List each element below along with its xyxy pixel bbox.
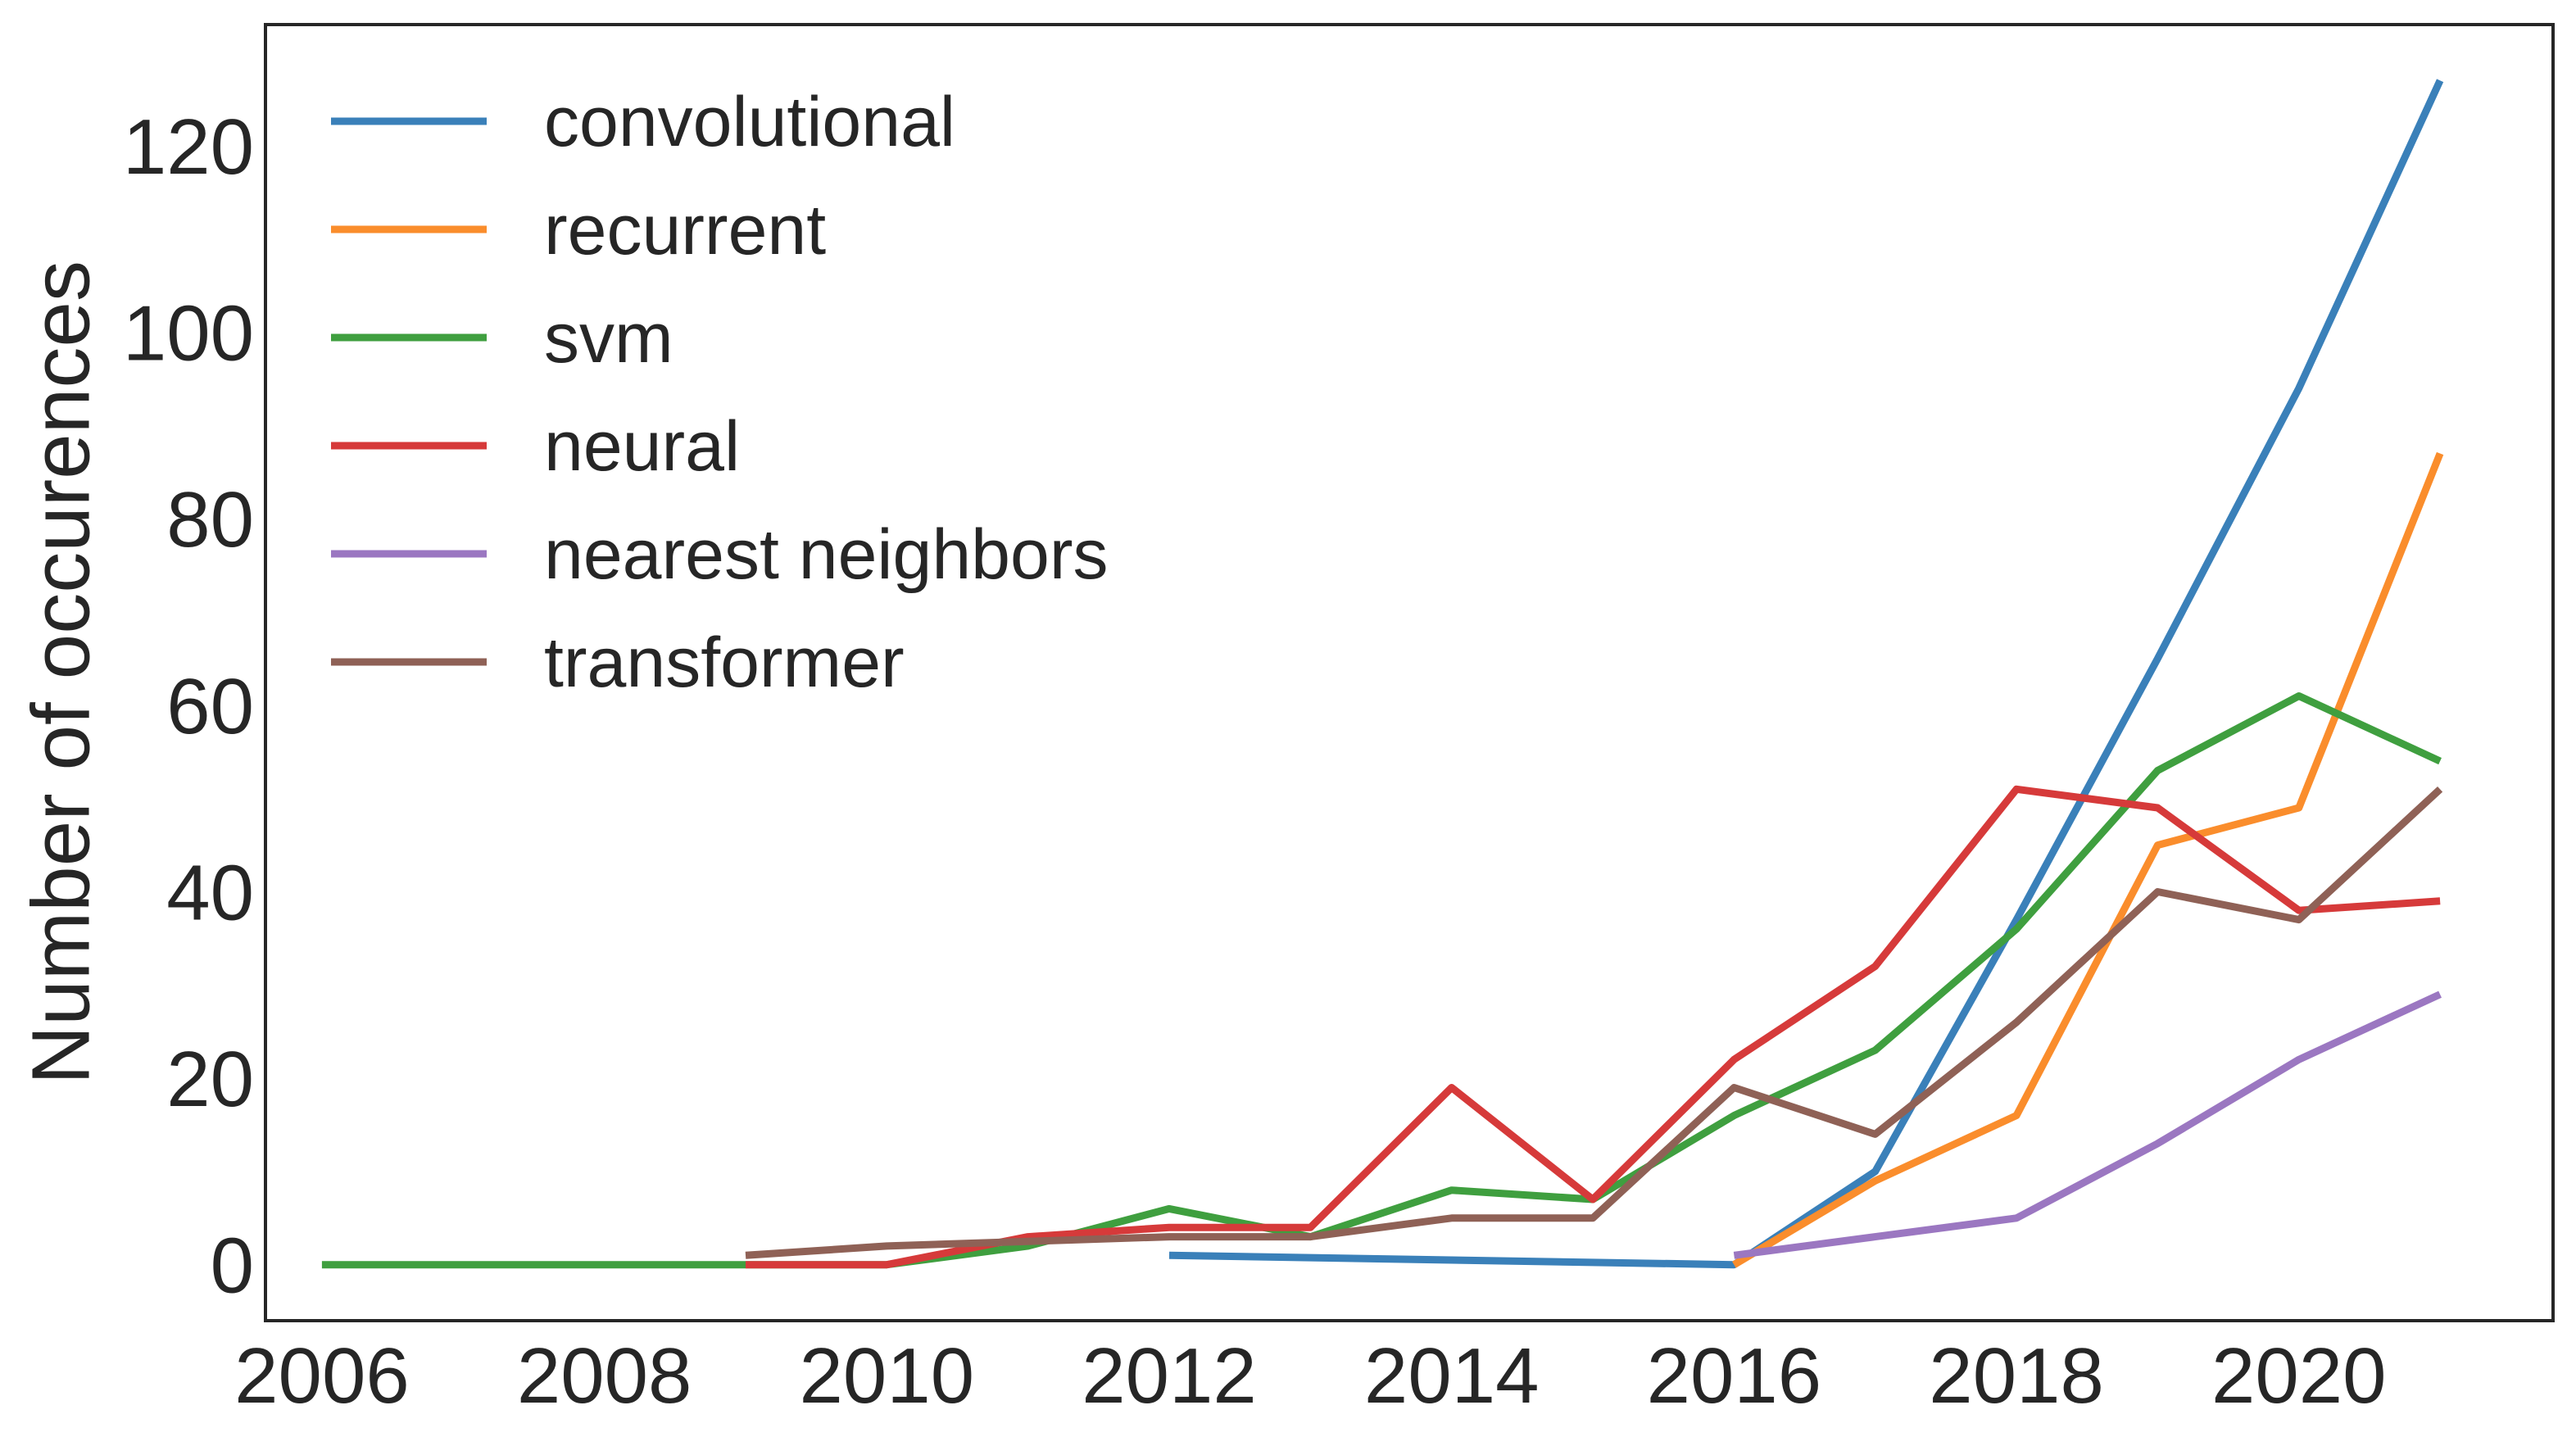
y-tick-label-120: 120 (123, 103, 254, 191)
series-line-recurrent (1732, 451, 2444, 1268)
y-tick-label-20: 20 (166, 1036, 254, 1123)
plot-frame (264, 23, 2555, 1322)
y-axis-label: Number of occurences (15, 261, 107, 1085)
x-tick-label-2016: 2016 (1647, 1332, 1822, 1420)
y-tick-label-80: 80 (166, 476, 254, 564)
x-tick-label-2008: 2008 (517, 1332, 692, 1420)
series-layer (321, 79, 2444, 1269)
series-line-nearest-neighbors (1733, 990, 2442, 1259)
x-axis-ticks: 2006 2008 2010 2012 2014 2016 2018 2020 (234, 1332, 2386, 1420)
x-tick-label-2014: 2014 (1364, 1332, 1540, 1420)
x-tick-label-2010: 2010 (800, 1332, 975, 1420)
legend-label-convolutional: convolutional (544, 83, 955, 161)
x-tick-label-2020: 2020 (2211, 1332, 2387, 1420)
legend-label-svm: svm (544, 299, 673, 378)
x-tick-label-2006: 2006 (234, 1332, 410, 1420)
y-axis-ticks: 0 20 40 60 80 100 120 (123, 103, 254, 1310)
legend: convolutional recurrent svm neural nearest n… (331, 83, 1108, 702)
series-line-transformer (745, 786, 2443, 1259)
series-line-neural (746, 785, 2441, 1269)
y-tick-label-40: 40 (166, 849, 254, 936)
x-tick-label-2018: 2018 (1929, 1332, 2104, 1420)
legend-label-recurrent: recurrent (544, 191, 826, 270)
series-line-svm (321, 692, 2442, 1269)
legend-label-neural: neural (544, 407, 740, 486)
y-tick-label-100: 100 (123, 290, 254, 378)
legend-label-nearest-neighbors: nearest neighbors (544, 515, 1108, 594)
y-tick-label-60: 60 (166, 663, 254, 750)
x-tick-label-2012: 2012 (1082, 1332, 1257, 1420)
y-tick-label-0: 0 (211, 1222, 254, 1310)
legend-label-transformer: transformer (544, 623, 905, 702)
